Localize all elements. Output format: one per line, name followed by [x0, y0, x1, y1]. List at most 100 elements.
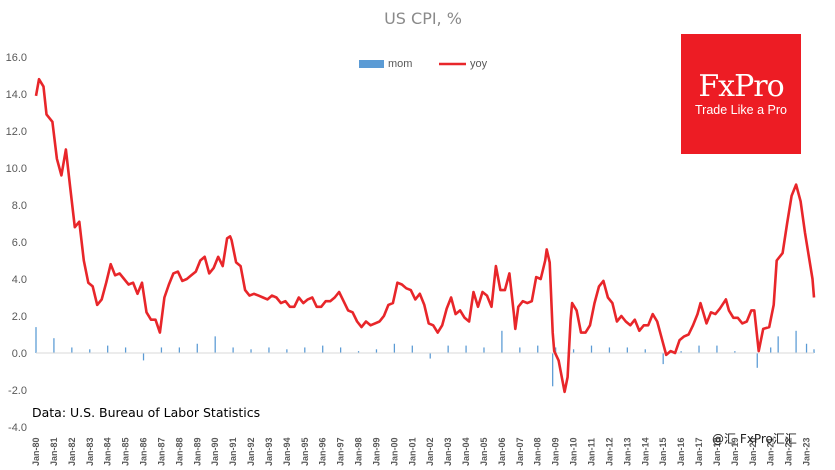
x-tick-label: Jan-86: [139, 437, 149, 466]
y-tick-label: 2.0: [12, 311, 27, 323]
x-tick-label: Jan-08: [533, 437, 543, 466]
y-tick-label: 8.0: [12, 200, 27, 212]
x-tick-label: Jan-16: [676, 437, 686, 466]
mom-bar: [124, 347, 127, 353]
x-tick-label: Jan-94: [282, 437, 292, 466]
mom-bar: [178, 347, 180, 353]
mom-bar: [756, 353, 758, 368]
x-tick-label: Jan-21: [766, 437, 776, 466]
logo-name: FxPro: [698, 69, 783, 104]
mom-bar: [734, 351, 736, 353]
x-tick-label: Jan-82: [67, 437, 77, 466]
mom-bar: [626, 347, 628, 353]
mom-bar: [268, 347, 270, 353]
mom-bar: [322, 345, 324, 353]
x-tick-label: Jan-91: [228, 437, 238, 466]
x-tick-label: Jan-97: [336, 437, 346, 466]
mom-bar: [107, 345, 109, 353]
x-tick-label: Jan-11: [587, 438, 597, 466]
mom-bar: [795, 330, 797, 353]
x-tick-label: Jan-00: [389, 437, 399, 466]
mom-bar: [662, 353, 664, 365]
y-tick-label: 12.0: [6, 126, 27, 138]
y-tick-label: 10.0: [6, 163, 27, 175]
y-tick-label: 6.0: [12, 237, 27, 249]
data-source: Data: U.S. Bureau of Labor Statistics: [32, 405, 260, 420]
mom-bar: [590, 345, 593, 353]
x-tick-label: Jan-06: [497, 437, 507, 466]
mom-bar: [286, 349, 288, 353]
y-axis: -4.0 -2.0 0.0 2.0 4.0 6.0 8.0 10.0 12.0 14.0 16.0: [6, 52, 27, 434]
y-tick-label: -2.0: [8, 385, 27, 397]
x-tick-label: Jan-23: [802, 437, 812, 466]
legend-mom-label: mom: [388, 58, 412, 70]
x-tick-label: Jan-15: [658, 437, 668, 466]
x-tick-label: Jan-17: [694, 437, 704, 466]
mom-bar: [447, 345, 449, 353]
x-tick-label: Jan-83: [85, 437, 95, 466]
x-tick-label: Jan-98: [354, 437, 364, 466]
watermark: @汇 FxPro汇汇: [712, 432, 797, 446]
x-tick-label: Jan-93: [264, 437, 274, 466]
x-tick-label: Jan-89: [192, 437, 202, 466]
chart-title: US CPI, %: [384, 9, 462, 28]
x-tick-label: Jan-03: [443, 437, 453, 466]
mom-bar: [777, 336, 779, 353]
x-tick-label: Jan-18: [712, 437, 722, 466]
x-tick-label: Jan-81: [49, 437, 59, 466]
x-tick-label: Jan-22: [784, 437, 794, 466]
mom-bar: [71, 347, 73, 353]
mom-bar: [429, 353, 431, 359]
mom-bar: [572, 349, 575, 353]
mom-bar: [680, 351, 682, 353]
mom-bar: [250, 349, 252, 353]
mom-bar: [357, 351, 360, 353]
mom-bar: [411, 345, 413, 353]
mom-bar: [393, 343, 396, 353]
x-tick-label: Jan-90: [210, 437, 220, 466]
x-tick-label: Jan-07: [515, 437, 525, 466]
mom-bar: [813, 349, 815, 353]
y-tick-label: -4.0: [8, 422, 27, 434]
mom-bar: [608, 347, 611, 353]
fxpro-logo: FxPro Trade Like a Pro: [681, 34, 801, 154]
y-tick-label: 16.0: [6, 52, 27, 64]
mom-bar: [53, 338, 55, 353]
mom-bar: [465, 345, 467, 353]
x-tick-label: Jan-12: [604, 437, 614, 466]
mom-bar: [555, 347, 557, 353]
x-tick-label: Jan-80: [31, 437, 41, 466]
x-tick-label: Jan-88: [174, 437, 184, 466]
x-tick-label: Jan-05: [479, 437, 489, 466]
mom-bar: [698, 345, 700, 353]
mom-bar: [214, 336, 216, 353]
mom-bar: [35, 327, 37, 353]
mom-bar: [339, 347, 342, 353]
mom-bar: [716, 345, 718, 353]
mom-bar: [89, 349, 91, 353]
y-tick-label: 14.0: [6, 89, 27, 101]
x-tick-label: Jan-99: [371, 437, 381, 466]
mom-bar: [375, 349, 378, 353]
x-tick-label: Jan-01: [407, 437, 417, 466]
mom-bar: [644, 349, 646, 353]
x-tick-label: Jan-02: [425, 437, 435, 466]
mom-bar: [501, 330, 503, 353]
x-tick-label: Jan-14: [640, 437, 650, 466]
y-tick-label: 4.0: [12, 274, 27, 286]
logo-tagline: Trade Like a Pro: [695, 103, 787, 117]
x-tick-label: Jan-96: [318, 437, 328, 466]
x-tick-label: Jan-10: [569, 437, 579, 466]
y-tick-label: 0.0: [12, 348, 27, 360]
x-tick-label: Jan-19: [730, 437, 740, 466]
x-tick-label: Jan-87: [156, 437, 166, 466]
mom-bar: [552, 353, 554, 387]
mom-bar: [160, 347, 163, 353]
mom-bar: [770, 347, 772, 353]
x-tick-label: Jan-84: [103, 437, 113, 466]
yoy-line: [34, 77, 816, 394]
legend-mom-swatch: [359, 60, 384, 68]
mom-bar: [232, 347, 234, 353]
mom-bar: [196, 343, 198, 353]
